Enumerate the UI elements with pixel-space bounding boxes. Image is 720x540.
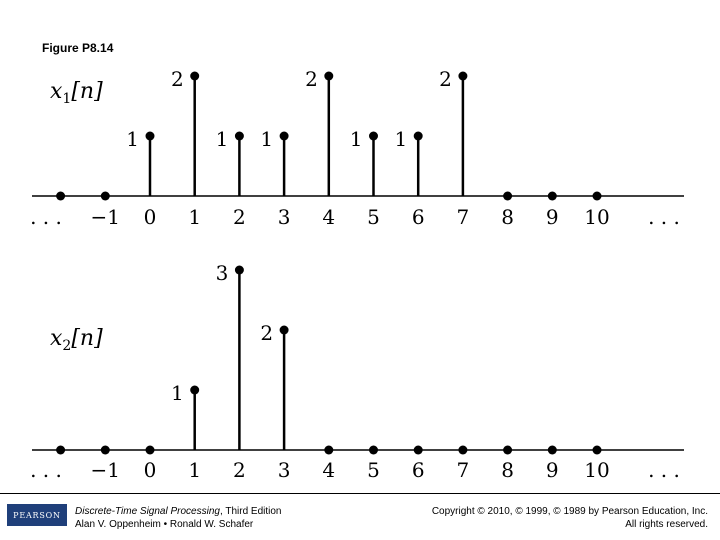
tick-label: 8 — [501, 205, 514, 229]
stem-value-label: 2 — [439, 67, 452, 91]
copyright-text: Copyright © 2010, © 1999, © 1989 by Pear… — [431, 506, 708, 517]
stem-value-label: 1 — [350, 127, 363, 151]
tick-label: 4 — [322, 205, 335, 229]
tick-label: 5 — [367, 458, 380, 482]
stem-point — [458, 71, 468, 81]
stem-point — [324, 71, 334, 81]
stem-point — [234, 265, 244, 275]
tick-label: 9 — [546, 458, 559, 482]
stem-value-label: 2 — [260, 321, 273, 345]
tick-label: 7 — [457, 458, 470, 482]
stem-point — [369, 445, 378, 455]
stem-point — [413, 445, 423, 455]
stem-point — [100, 445, 110, 455]
stem-value-label: 2 — [171, 67, 184, 91]
right-ellipsis: . . . — [648, 205, 680, 229]
figure-title: Figure P8.14 — [42, 41, 114, 55]
tick-label: 9 — [546, 205, 559, 229]
tick-label: 0 — [144, 205, 157, 229]
tick-label: 2 — [233, 458, 246, 482]
stem-value-label: 1 — [216, 127, 229, 151]
left-ellipsis: . . . — [30, 205, 62, 229]
book-authors: Alan V. Oppenheim • Ronald W. Schafer — [75, 519, 254, 530]
stem-point — [145, 131, 155, 141]
stem-value-label: 1 — [394, 127, 407, 151]
signal-label: x1[n] — [50, 79, 103, 107]
stem-point — [145, 445, 155, 455]
tick-label: −1 — [91, 205, 120, 229]
stem-value-label: 1 — [126, 127, 139, 151]
footer-book-info: Discrete-Time Signal Processing, Third E… — [75, 505, 281, 531]
stem-plots: x1[n]121 121 12−1 0 1 2 3 4 5 6 7 8 9 10. . .. . .x2[… — [30, 67, 684, 482]
stem-point — [279, 131, 289, 141]
stem-point — [369, 131, 378, 141]
stem-point — [100, 191, 110, 201]
stem-point — [190, 71, 200, 81]
footer-copyright: Copyright © 2010, © 1999, © 1989 by Pear… — [432, 505, 708, 531]
tick-label: 5 — [367, 205, 380, 229]
pearson-logo: PEARSON — [7, 504, 67, 526]
stem-point — [279, 325, 289, 335]
tick-label: 3 — [278, 205, 291, 229]
stem-value-label: 1 — [171, 381, 184, 405]
tick-label: 10 — [584, 458, 609, 482]
stem-value-label: 1 — [260, 127, 273, 151]
tick-label: 6 — [412, 205, 425, 229]
stem-point — [413, 131, 423, 141]
stem-point — [592, 445, 602, 455]
footer-divider — [0, 493, 720, 494]
stem-point — [547, 445, 557, 455]
tick-label: 1 — [188, 205, 201, 229]
tick-label: 4 — [322, 458, 335, 482]
signal-label: x2[n] — [50, 326, 103, 354]
stem-point — [592, 191, 602, 201]
stem-point — [503, 445, 513, 455]
tick-label: 2 — [233, 205, 246, 229]
stem-point — [234, 131, 244, 141]
book-title: Discrete-Time Signal Processing — [75, 506, 220, 517]
tick-label: 7 — [457, 205, 470, 229]
stem-point — [458, 445, 468, 455]
tick-label: 10 — [584, 205, 609, 229]
stem-point — [56, 445, 66, 455]
stem-point — [547, 191, 557, 201]
rights-text: All rights reserved. — [625, 519, 708, 530]
stem-point — [190, 385, 200, 395]
tick-label: 8 — [501, 458, 514, 482]
right-ellipsis: . . . — [648, 458, 680, 482]
stem-point — [503, 191, 513, 201]
tick-label: −1 — [91, 458, 120, 482]
tick-label: 1 — [188, 458, 201, 482]
book-edition: , Third Edition — [219, 506, 282, 517]
stem-point — [56, 191, 66, 201]
left-ellipsis: . . . — [30, 458, 62, 482]
tick-label: 0 — [144, 458, 157, 482]
tick-label: 6 — [412, 458, 425, 482]
tick-label: 3 — [278, 458, 291, 482]
stem-value-label: 3 — [216, 261, 229, 285]
stem-value-label: 2 — [305, 67, 318, 91]
stem-point — [324, 445, 334, 455]
